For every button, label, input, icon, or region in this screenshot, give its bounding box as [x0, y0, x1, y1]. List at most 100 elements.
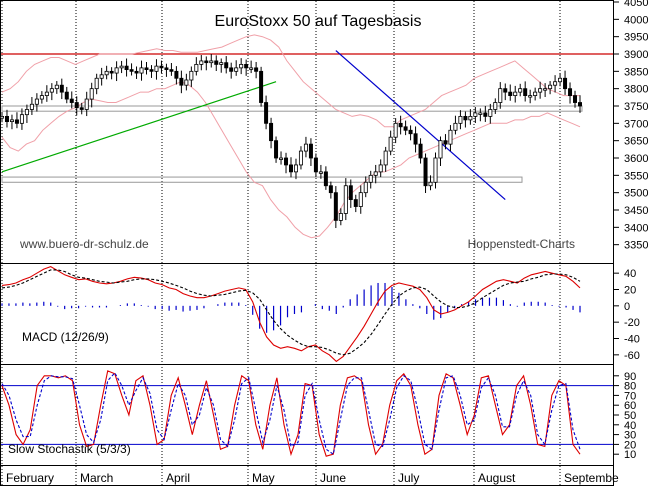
- stoch-tick-label: 90: [624, 371, 636, 383]
- candle-body: [144, 67, 149, 71]
- candle-body: [134, 70, 139, 74]
- price-tick-label: 3950: [624, 32, 648, 44]
- stoch-series-d: [1, 371, 581, 456]
- candle-body: [408, 129, 413, 135]
- candle-body: [313, 157, 318, 173]
- candle-body: [458, 116, 463, 124]
- stoch-tick-label: 70: [624, 390, 636, 402]
- candle-body: [114, 67, 119, 74]
- candle-body: [109, 70, 114, 74]
- candle-body: [433, 157, 438, 183]
- candle-body: [438, 140, 443, 159]
- month-label: February: [6, 471, 54, 485]
- candle-body: [54, 84, 59, 90]
- stoch-tick-label: 40: [624, 420, 636, 432]
- candle-body: [234, 67, 239, 72]
- price-tick-label: 3350: [624, 240, 648, 252]
- candle-body: [343, 185, 348, 214]
- month-label: May: [252, 471, 275, 485]
- stoch-series-k: [1, 370, 581, 457]
- stoch-tick-label: 10: [624, 449, 636, 461]
- candle-body: [453, 122, 458, 131]
- macd-tick-label: -40: [624, 334, 640, 346]
- candle-body: [303, 143, 308, 152]
- candle-body: [538, 88, 543, 93]
- candle-body: [498, 88, 503, 103]
- candle-body: [413, 133, 418, 145]
- candle-body: [279, 157, 284, 160]
- candle-body: [308, 143, 313, 159]
- price-tick-label: 3800: [624, 84, 648, 96]
- macd-tick-label: 40: [624, 268, 636, 280]
- axis-layer: February March April May June July August Septe…: [6, 0, 648, 485]
- price-tick-label: 3600: [624, 153, 648, 165]
- candle-body: [323, 171, 328, 187]
- candle-body: [244, 64, 249, 69]
- candle-body: [219, 62, 224, 65]
- candle-body: [373, 171, 378, 176]
- candle-body: [573, 95, 578, 103]
- month-label: March: [80, 471, 113, 485]
- candle-body: [204, 60, 209, 64]
- candle-body: [189, 70, 194, 81]
- candle-body: [214, 60, 219, 65]
- stoch-tick-label: 50: [624, 410, 636, 422]
- candle-body: [249, 67, 254, 70]
- stoch-layer: [1, 370, 613, 457]
- candle-body: [199, 60, 204, 65]
- month-label: April: [166, 471, 190, 485]
- price-tick-label: 3400: [624, 222, 648, 234]
- stoch-tick-label: 30: [624, 430, 636, 442]
- price-tick-label: 3900: [624, 49, 648, 61]
- candle-body: [503, 88, 508, 93]
- chart-title: EuroStoxx 50 auf Tagesbasis: [215, 13, 422, 30]
- candle-body: [259, 70, 264, 103]
- candle-body: [89, 88, 94, 100]
- price-tick-label: 3500: [624, 188, 648, 200]
- candle-body: [523, 88, 528, 96]
- candle-body: [333, 192, 338, 221]
- candle-body: [463, 116, 468, 121]
- candle-body: [548, 84, 553, 90]
- candle-body: [428, 181, 433, 187]
- candle-body: [64, 91, 69, 100]
- macd-layer: [1, 265, 581, 363]
- envelope-lower: [1, 81, 581, 239]
- candle-body: [254, 67, 259, 72]
- candle-body: [468, 116, 473, 121]
- candle-body: [159, 65, 164, 69]
- candle-body: [49, 88, 54, 93]
- candle-body: [34, 98, 39, 105]
- candle-body: [348, 185, 353, 201]
- candle-body: [139, 67, 144, 74]
- candle-body: [209, 60, 214, 64]
- candle-body: [513, 91, 518, 96]
- stoch-tick-label: 80: [624, 381, 636, 393]
- candle-body: [274, 140, 279, 159]
- support-box: [1, 105, 583, 112]
- candle-body: [119, 65, 124, 69]
- candle-body: [423, 157, 428, 187]
- candle-body: [378, 164, 383, 173]
- candle-body: [129, 69, 134, 72]
- candle-body: [558, 77, 563, 83]
- price-tick-label: 3550: [624, 170, 648, 182]
- candle-body: [174, 70, 179, 79]
- uptrend-line: [1, 81, 277, 173]
- candle-body: [353, 199, 358, 207]
- candle-body: [418, 143, 423, 159]
- candle-body: [79, 107, 84, 110]
- price-tick-label: 3450: [624, 205, 648, 217]
- candle-body: [59, 84, 64, 93]
- price-tick-label: 3750: [624, 101, 648, 113]
- price-layer: [0, 34, 613, 239]
- candle-body: [9, 119, 14, 123]
- macd-label: MACD (12/26/9): [22, 330, 109, 344]
- candle-body: [239, 64, 244, 69]
- candle-body: [393, 122, 398, 138]
- month-label: Septembe: [564, 471, 619, 485]
- candle-body: [363, 181, 368, 194]
- candle-body: [488, 109, 493, 117]
- month-label: August: [478, 471, 516, 485]
- candle-body: [483, 112, 488, 117]
